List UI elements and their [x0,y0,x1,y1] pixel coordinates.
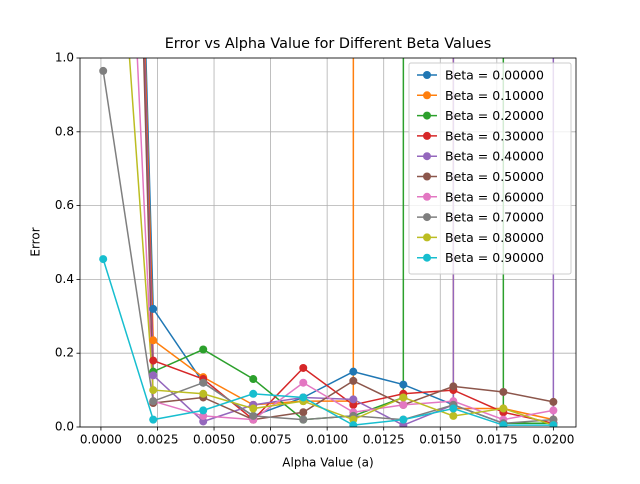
series-line [144,58,554,421]
data-point [349,367,358,376]
legend-label: Beta = 0.10000 [445,88,544,103]
y-tick-label: 0.2 [55,346,74,360]
x-tick-label: 0.0175 [476,433,518,447]
data-point [249,375,258,384]
data-point [149,304,158,313]
y-tick-label: 1.0 [55,51,74,65]
data-point [249,389,258,398]
data-point [349,415,358,424]
data-point [549,397,558,406]
legend-label: Beta = 0.50000 [445,169,544,184]
data-point [149,386,158,395]
legend-label: Beta = 0.60000 [445,189,544,204]
legend-marker [423,213,431,222]
data-point [549,421,558,427]
data-point [149,415,158,424]
data-point [149,397,158,406]
chart-title: Error vs Alpha Value for Different Beta … [165,36,492,52]
plot-area [99,58,558,427]
legend-marker [423,152,431,161]
series-line [136,58,554,421]
y-axis-label: Error [29,227,43,256]
x-tick-label: 0.0075 [250,433,292,447]
legend-label: Beta = 0.90000 [445,250,544,265]
data-point [249,404,258,413]
x-tick-label: 0.0050 [193,433,235,447]
x-tick-label: 0.0000 [80,433,122,447]
data-point [499,421,508,427]
x-tick-label: 0.0100 [306,433,348,447]
data-point [549,415,558,424]
legend-label: Beta = 0.40000 [445,149,544,164]
legend-label: Beta = 0.30000 [445,128,544,143]
legend-marker [423,111,431,120]
data-point [499,387,508,396]
y-tick-label: 0.0 [55,420,74,434]
data-point [199,378,208,387]
x-tick-label: 0.0025 [136,433,178,447]
legend-marker [423,192,431,201]
data-point [99,66,108,75]
x-axis-label: Alpha Value (a) [282,456,373,470]
data-point [149,371,158,380]
x-tick-label: 0.0200 [532,433,574,447]
series-line [102,258,554,426]
series-line [143,58,555,426]
data-point [149,336,158,345]
data-point [449,404,458,413]
legend-label: Beta = 0.20000 [445,108,544,123]
series-line [128,58,554,426]
data-point [399,400,408,409]
y-tick-label: 0.4 [55,272,74,286]
legend: Beta = 0.00000 Beta = 0.10000 Beta = 0.200… [408,62,572,275]
data-point [249,411,258,420]
data-point [349,395,358,404]
data-point [549,406,558,415]
legend-marker [423,233,431,242]
data-point [149,356,158,365]
data-point [349,376,358,385]
data-point [99,255,108,264]
data-point [449,411,458,420]
data-point [449,382,458,391]
legend-marker [423,71,431,79]
data-point [199,411,208,420]
legend-marker [423,172,431,181]
legend-marker [423,91,431,100]
data-point [499,404,508,413]
series-line [143,58,554,425]
data-point [399,393,408,402]
data-point [199,417,208,426]
axes-frame [79,57,577,428]
x-tick-label: 0.0125 [363,433,405,447]
legend-label: Beta = 0.00000 [445,68,544,83]
data-point [349,400,358,409]
legend-label: Beta = 0.70000 [445,210,544,225]
y-tick-label: 0.6 [55,198,74,212]
legend-marker [423,253,431,262]
legend-label: Beta = 0.80000 [445,230,544,245]
data-point [199,389,208,398]
legend-marker [423,131,431,140]
data-point [299,363,308,372]
ticks: 0.0000 0.0025 0.0050 0.0075 0.0100 0.0125 0.01… [55,51,574,447]
legend-box [408,62,572,275]
data-point [299,415,308,424]
data-point [299,408,308,417]
data-point [399,380,408,389]
data-point [199,345,208,354]
data-point [199,406,208,415]
data-point [399,415,408,424]
y-tick-label: 0.8 [55,124,74,138]
data-point [299,378,308,387]
data-point [299,393,308,402]
series-line [142,58,554,421]
data-point [349,421,358,427]
x-tick-label: 0.0150 [419,433,461,447]
